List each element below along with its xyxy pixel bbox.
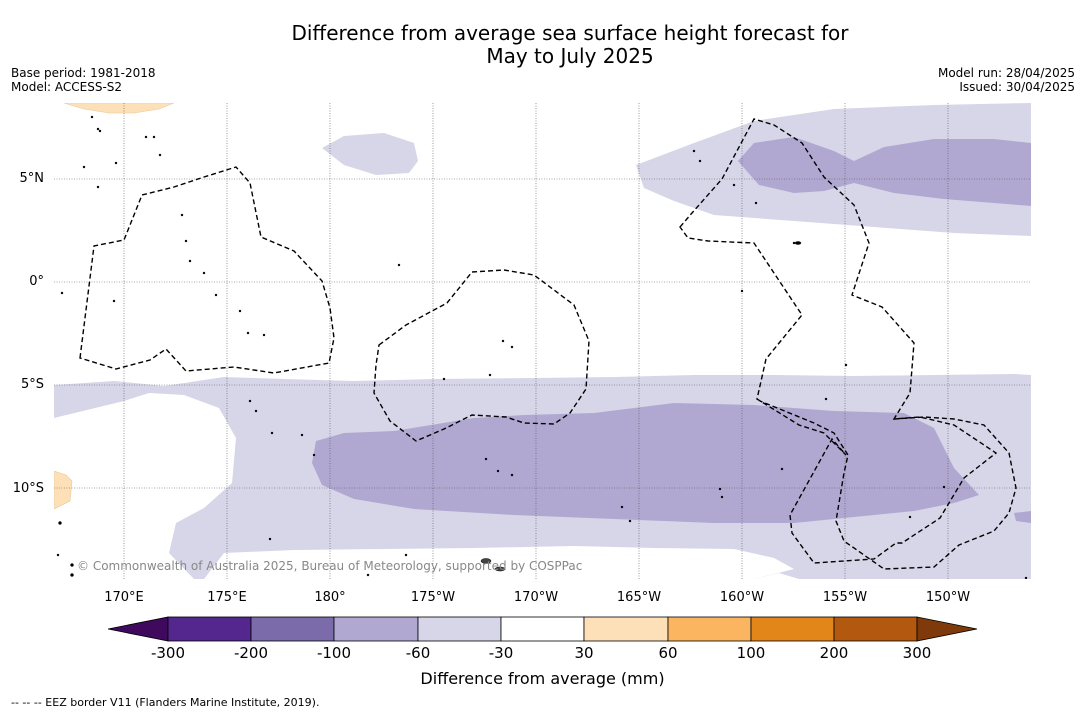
- colorbar-bin-p200-p300: [833, 616, 918, 642]
- eez-border-kiribati-gilbert: [79, 166, 335, 374]
- meta-right: Model run: 28/04/2025 Issued: 30/04/2025: [938, 66, 1075, 94]
- colorbar-bin-m300-m200: [167, 616, 252, 642]
- anomaly-positive-north-west: [63, 103, 175, 114]
- base-period: Base period: 1981-2018: [11, 66, 156, 80]
- colorbar-tick: 200: [819, 644, 849, 662]
- lat-label-0: 0°: [29, 274, 44, 289]
- eez-border-line-islands: [679, 118, 998, 564]
- colorbar-label: Difference from average (mm): [420, 669, 665, 688]
- map-canvas: [54, 103, 1031, 579]
- lon-label-170e: 170°E: [104, 590, 144, 605]
- colorbar: [108, 616, 978, 642]
- colorbar-bin-p100-p200: [750, 616, 835, 642]
- colorbar-tick: 100: [736, 644, 766, 662]
- colorbar-tick: 30: [574, 644, 594, 662]
- anomaly-region-small-north: [322, 133, 418, 175]
- anomaly-region-south-core: [312, 403, 979, 523]
- anomaly-region-east-fragment: [1014, 511, 1031, 523]
- map-title-line-1: Difference from average sea surface heig…: [291, 21, 849, 45]
- colorbar-tick: 60: [658, 644, 678, 662]
- eez-border-phoenix: [373, 269, 590, 442]
- colorbar-tick: -30: [488, 644, 514, 662]
- colorbar-tick: 300: [902, 644, 932, 662]
- meta-left: Base period: 1981-2018 Model: ACCESS-S2: [11, 66, 156, 94]
- lon-label-150w: 150°W: [925, 590, 971, 605]
- anomaly-positive: [54, 103, 175, 510]
- colorbar-bin-m100-m60: [333, 616, 419, 642]
- lon-label-160w: 160°W: [719, 590, 765, 605]
- lon-label-170w: 170°W: [513, 590, 559, 605]
- colorbar-extend-high: [916, 616, 978, 642]
- neutral-region-south: [204, 546, 794, 579]
- map-title-line-2: May to July 2025: [486, 44, 654, 68]
- colorbar-bin-m200-m100: [250, 616, 335, 642]
- issued-date: Issued: 30/04/2025: [959, 80, 1075, 94]
- copyright-notice: © Commonwealth of Australia 2025, Bureau…: [77, 559, 583, 573]
- map-panel[interactable]: [54, 103, 1031, 579]
- colorbar-tick: -200: [233, 644, 269, 662]
- eez-borders: [79, 118, 1017, 570]
- lon-label-165w: 165°W: [616, 590, 662, 605]
- colorbar-tick: -300: [150, 644, 186, 662]
- lon-label-175e: 175°E: [207, 590, 247, 605]
- lat-label-5s: 5°S: [20, 377, 44, 392]
- eez-border-south-east: [759, 400, 1017, 570]
- model-name: Model: ACCESS-S2: [11, 80, 123, 94]
- colorbar-bin-m60-m30: [417, 616, 502, 642]
- islands: [56, 115, 1028, 579]
- lon-label-155w: 155°W: [822, 590, 868, 605]
- neutral-region-west: [54, 393, 236, 579]
- lat-label-5n: 5°N: [19, 171, 45, 186]
- model-run: Model run: 28/04/2025: [937, 66, 1075, 80]
- colorbar-tick: -100: [316, 644, 352, 662]
- eez-legend: -- -- -- EEZ border V11 (Flanders Marine…: [11, 696, 320, 709]
- colorbar-tick: -60: [405, 644, 431, 662]
- colorbar-bin-p60-p100: [667, 616, 752, 642]
- map-title: Difference from average sea surface heig…: [0, 22, 1085, 68]
- colorbar-bin-m30-p30: [500, 616, 585, 642]
- anomaly-region-north-core: [738, 137, 1031, 206]
- colorbar-bin-p30-p60: [583, 616, 669, 642]
- anomaly-positive-west: [54, 470, 73, 510]
- neutral-region: [54, 393, 794, 579]
- lon-label-175w: 175°W: [410, 590, 456, 605]
- colorbar-extend-low: [108, 616, 169, 642]
- anomaly-band-medium: [312, 137, 1031, 523]
- lon-label-180: 180°: [314, 590, 346, 605]
- lat-label-10s: 10°S: [12, 481, 44, 496]
